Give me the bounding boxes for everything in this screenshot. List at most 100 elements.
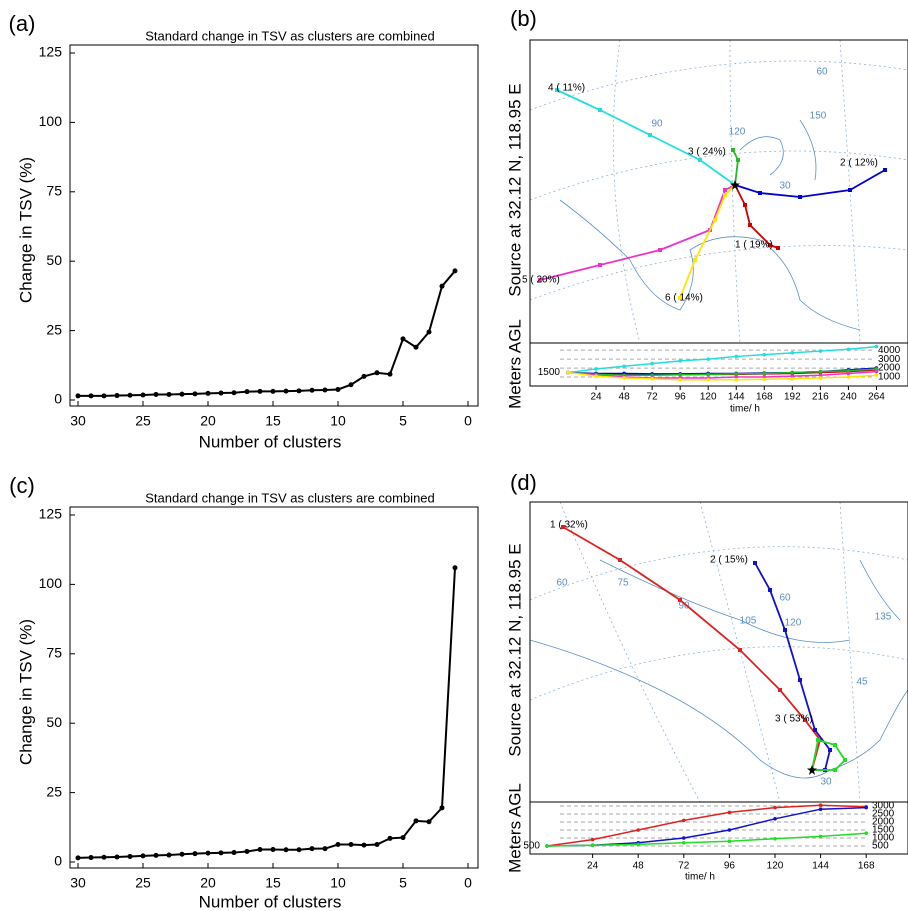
height-axis-label: Meters AGL xyxy=(505,319,524,409)
data-point xyxy=(452,565,458,571)
height-line xyxy=(546,832,867,847)
x-axis-label: time/ h xyxy=(685,872,715,883)
data-point xyxy=(413,344,419,350)
height-line xyxy=(546,804,867,847)
height-point xyxy=(622,376,626,380)
x-tick-label: 120 xyxy=(700,392,717,403)
y-axis-label: Change in TSV (%) xyxy=(16,157,35,303)
height-point xyxy=(773,805,777,810)
height-point xyxy=(846,375,851,379)
data-point xyxy=(231,850,237,856)
height-point xyxy=(773,817,777,821)
map-frame xyxy=(529,501,908,803)
data-point xyxy=(439,805,445,811)
panel-label: (d) xyxy=(510,470,537,495)
trajectory-marker xyxy=(555,88,559,92)
trajectory-marker xyxy=(723,193,727,197)
panel-label: (a) xyxy=(9,11,36,36)
x-axis-label: Number of clusters xyxy=(199,892,342,911)
y-tick-label: 1500 xyxy=(872,825,895,836)
data-point xyxy=(413,818,419,824)
height-line xyxy=(567,368,877,376)
map-grid-label: 30 xyxy=(820,777,832,788)
cluster-label: 4 ( 11%) xyxy=(548,83,585,94)
data-point xyxy=(309,387,315,393)
trajectory-marker xyxy=(768,243,772,247)
trajectory xyxy=(562,526,821,771)
trajectory-marker xyxy=(598,263,602,267)
y-tick-label: 2000 xyxy=(872,817,895,828)
map-grid-label: 120 xyxy=(729,127,746,138)
x-tick-label: 0 xyxy=(464,413,472,429)
map-grid-label: 105 xyxy=(740,616,757,627)
data-point xyxy=(114,393,120,399)
data-point xyxy=(296,847,302,853)
height-point xyxy=(622,364,626,369)
data-line xyxy=(78,270,456,397)
y-axis-label: Change in TSV (%) xyxy=(16,619,35,765)
height-point xyxy=(636,828,640,832)
data-point xyxy=(374,842,380,848)
y-tick-label: 100 xyxy=(39,113,63,129)
height-point xyxy=(734,354,739,359)
trajectory-marker xyxy=(678,296,682,300)
x-tick-label: 264 xyxy=(868,392,885,403)
data-point xyxy=(257,388,263,394)
height-point xyxy=(762,352,767,357)
trajectory-marker xyxy=(798,195,802,199)
height-point xyxy=(790,374,795,378)
height-point xyxy=(636,842,640,847)
height-line xyxy=(567,371,877,381)
x-tick-label: 72 xyxy=(647,392,659,403)
trajectory-marker xyxy=(538,278,542,282)
height-point xyxy=(818,803,823,807)
map-grid-label: 150 xyxy=(810,111,827,122)
data-point xyxy=(283,847,289,853)
y-tick-label: 75 xyxy=(46,183,62,199)
height-point xyxy=(846,371,851,376)
trajectory-marker xyxy=(748,223,752,227)
data-point xyxy=(114,854,120,860)
trajectory-marker xyxy=(713,218,717,222)
height-frame xyxy=(529,342,908,387)
trajectory xyxy=(734,169,886,198)
height-point xyxy=(846,347,851,352)
trajectory-marker xyxy=(753,561,757,565)
y-tick-label: 500 xyxy=(872,841,889,852)
data-point xyxy=(218,390,224,396)
y-tick-label: 75 xyxy=(46,645,62,661)
y-tick-label: 2500 xyxy=(872,809,895,820)
x-tick-label: 15 xyxy=(265,875,281,891)
height-line xyxy=(567,345,877,374)
trajectory-marker xyxy=(736,158,740,162)
trajectory-marker xyxy=(678,598,682,602)
trajectory-marker xyxy=(783,628,787,632)
data-point xyxy=(140,392,146,398)
trajectory-marker xyxy=(693,258,697,262)
chart-title: Standard change in TSV as clusters are c… xyxy=(145,28,435,43)
x-tick-label: 25 xyxy=(135,413,151,429)
y-tick-label: 3000 xyxy=(872,801,895,812)
data-point xyxy=(75,393,81,399)
data-point xyxy=(426,819,432,825)
trajectory-marker xyxy=(618,558,622,562)
data-point xyxy=(127,853,133,859)
height-point xyxy=(818,369,823,374)
x-tick-label: 15 xyxy=(265,413,281,429)
map-grid-label: 120 xyxy=(785,618,802,629)
map-grid-label: 90 xyxy=(678,601,690,612)
height-point xyxy=(650,373,654,378)
y-tick-label: 50 xyxy=(46,252,62,268)
height-point xyxy=(650,377,654,381)
data-point xyxy=(270,847,276,853)
source-star xyxy=(730,180,740,190)
height-point xyxy=(874,373,879,378)
x-tick-label: 192 xyxy=(784,392,801,403)
height-point xyxy=(594,367,598,371)
cluster-label: 6 ( 14%) xyxy=(665,293,703,304)
x-tick-label: 30 xyxy=(70,875,86,891)
height-point xyxy=(545,844,549,848)
height-point xyxy=(727,810,732,815)
data-line xyxy=(77,567,456,859)
